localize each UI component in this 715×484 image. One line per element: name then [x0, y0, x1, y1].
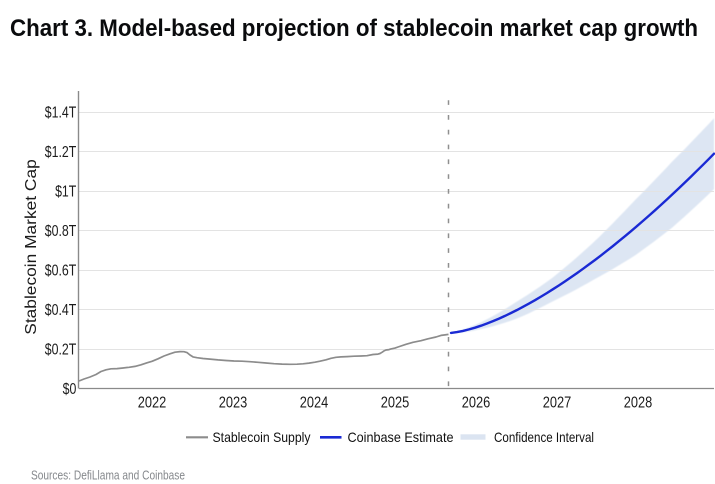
svg-text:2023: 2023 — [219, 394, 248, 411]
svg-text:$0.2T: $0.2T — [45, 341, 77, 358]
svg-text:$1.4T: $1.4T — [45, 104, 77, 121]
svg-text:$1T: $1T — [55, 183, 77, 200]
svg-text:2025: 2025 — [381, 394, 410, 411]
svg-text:$0.4T: $0.4T — [45, 302, 77, 319]
svg-text:Sources: DefiLlama and Coinbas: Sources: DefiLlama and Coinbase — [31, 468, 185, 483]
svg-text:2022: 2022 — [138, 394, 167, 411]
svg-text:$1.2T: $1.2T — [45, 144, 77, 161]
svg-text:$0.6T: $0.6T — [45, 262, 77, 279]
svg-text:Confidence Interval: Confidence Interval — [494, 429, 594, 445]
svg-text:$0: $0 — [63, 381, 77, 398]
svg-text:$0.8T: $0.8T — [45, 223, 77, 240]
svg-text:Coinbase Estimate: Coinbase Estimate — [348, 429, 454, 445]
svg-text:2024: 2024 — [300, 394, 329, 411]
svg-text:Chart 3. Model-based projectio: Chart 3. Model-based projection of stabl… — [10, 15, 698, 42]
svg-text:2028: 2028 — [624, 394, 653, 411]
svg-text:Stablecoin Supply: Stablecoin Supply — [213, 429, 311, 445]
svg-text:2026: 2026 — [462, 394, 491, 411]
svg-text:Stablecoin Market Cap: Stablecoin Market Cap — [23, 159, 40, 335]
svg-text:2027: 2027 — [543, 394, 572, 411]
